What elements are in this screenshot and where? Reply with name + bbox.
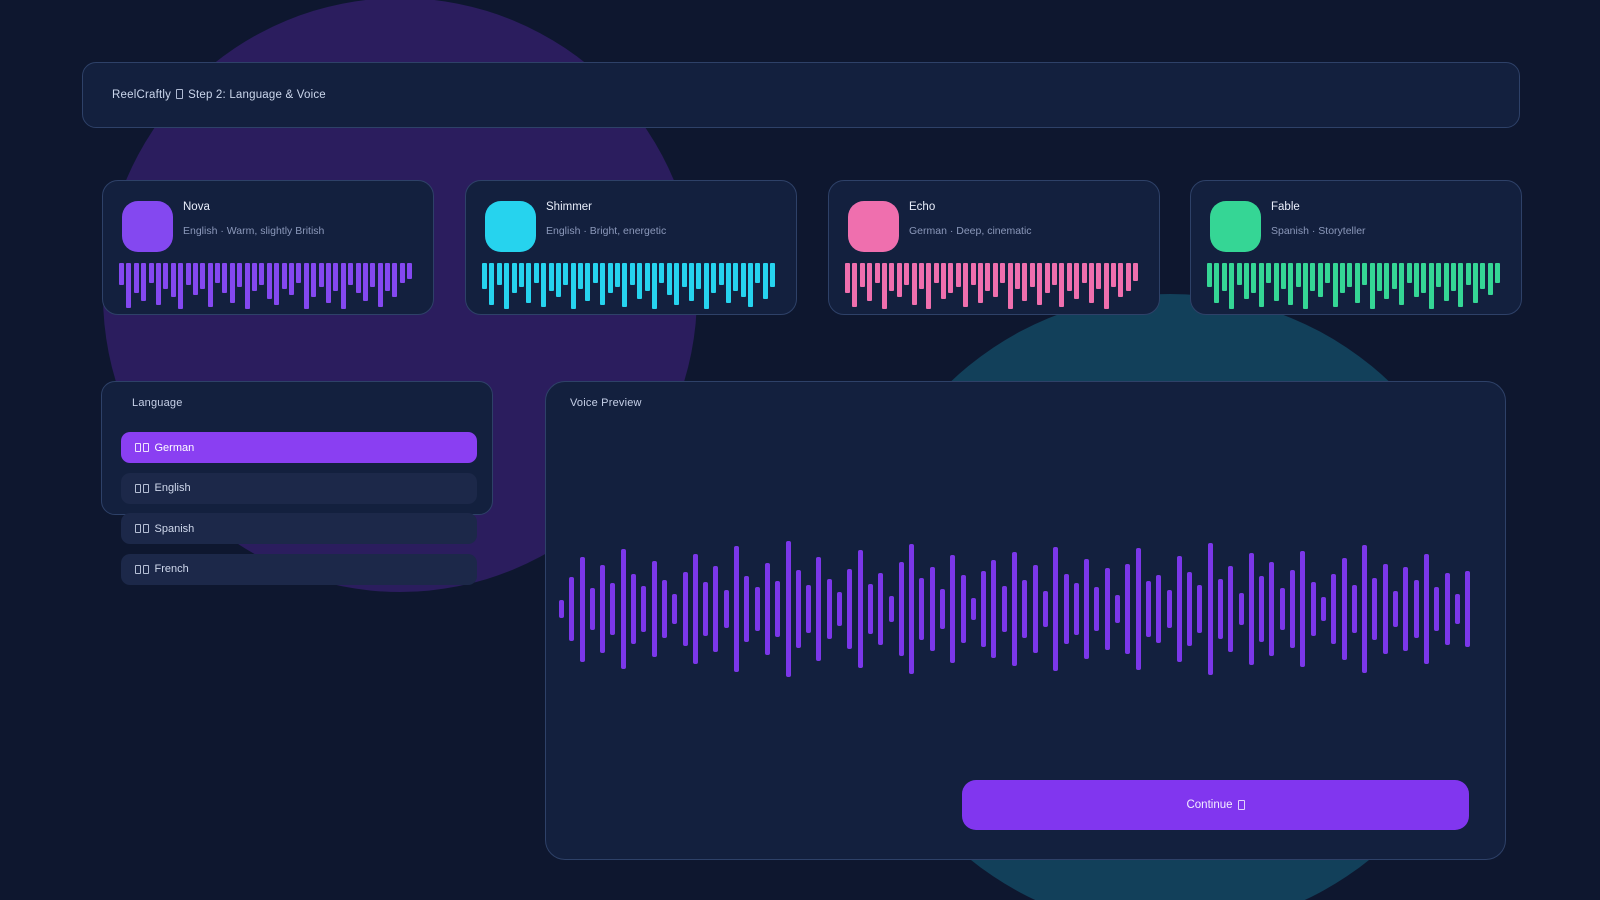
language-panel-title: Language [132, 397, 183, 409]
missing-arrow-emoji-icon [1237, 800, 1245, 810]
flag-icon-es [135, 524, 149, 533]
voice-avatar [848, 201, 899, 252]
missing-emoji-icon [176, 89, 184, 99]
voice-name: Nova [183, 201, 210, 213]
brand-name: ReelCraftly [112, 89, 172, 101]
voice-description: English · Bright, energetic [546, 225, 667, 237]
voice-description: German · Deep, cinematic [909, 225, 1032, 237]
voice-description: English · Warm, slightly British [183, 225, 325, 237]
flag-icon-gb [135, 483, 149, 493]
voice-waveform [845, 263, 1139, 311]
language-option-spanish[interactable]: Spanish [121, 513, 477, 544]
preview-waveform [559, 541, 1471, 677]
language-option-german[interactable]: German [121, 432, 477, 463]
language-label: German [154, 441, 195, 454]
language-label: English [154, 482, 191, 494]
app-header: ReelCraftly Step 2: Language & Voice [82, 62, 1520, 128]
language-label: French [154, 563, 189, 575]
language-panel: Language German English Spanish French [101, 381, 493, 585]
page-title: ReelCraftly Step 2: Language & Voice [112, 89, 326, 101]
voice-preview-title: Voice Preview [570, 397, 642, 409]
voice-avatar [485, 201, 536, 252]
language-option-french[interactable]: French [121, 553, 477, 585]
voice-avatar [122, 201, 173, 252]
language-option-english[interactable]: English [121, 472, 477, 504]
voice-card-nova[interactable]: Nova English · Warm, slightly British [102, 180, 434, 315]
voice-card-echo[interactable]: Echo German · Deep, cinematic [828, 180, 1160, 315]
flag-icon-fr [135, 564, 149, 574]
continue-label: Continue [1186, 799, 1233, 811]
voice-description: Spanish · Storyteller [1271, 225, 1366, 237]
language-label: Spanish [154, 522, 195, 535]
voice-name: Echo [909, 201, 936, 213]
continue-button[interactable]: Continue [962, 780, 1469, 830]
voice-waveform [482, 263, 776, 311]
voice-card-fable[interactable]: Fable Spanish · Storyteller [1190, 180, 1522, 315]
voice-avatar [1210, 201, 1261, 252]
voice-waveform [1207, 263, 1501, 311]
step-title: Step 2: Language & Voice [188, 89, 326, 101]
voice-name: Fable [1271, 201, 1300, 213]
voice-waveform [119, 263, 413, 311]
flag-icon-de [135, 443, 149, 452]
voice-name: Shimmer [546, 201, 593, 213]
voice-preview-panel: Voice Preview Continue [545, 381, 1506, 860]
voice-card-shimmer[interactable]: Shimmer English · Bright, energetic [465, 180, 797, 315]
